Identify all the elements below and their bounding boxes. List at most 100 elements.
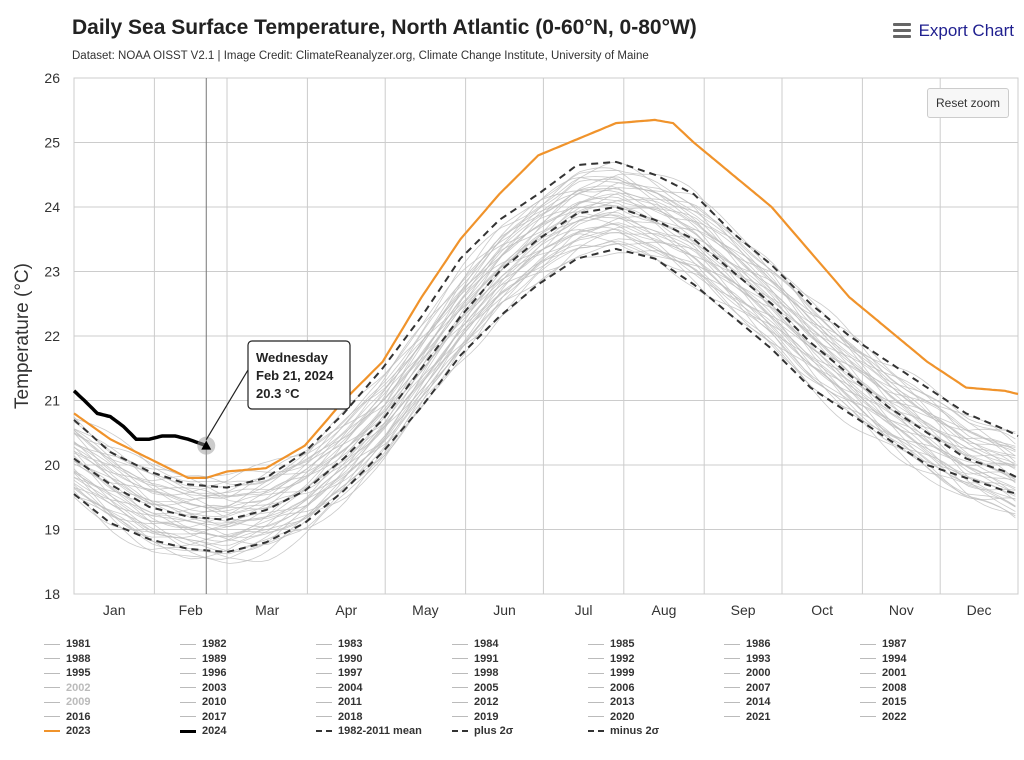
legend-item[interactable]: 2004 [316, 682, 362, 694]
legend-swatch [316, 672, 332, 674]
legend-label: 1993 [746, 652, 771, 665]
legend-swatch [316, 687, 332, 688]
historical-year-line [73, 161, 1016, 499]
hover-point-marker [201, 440, 212, 450]
historical-year-line [73, 193, 1016, 517]
legend-label: 2012 [474, 696, 499, 708]
historical-year-line [73, 201, 1016, 508]
legend-label: 1984 [474, 638, 499, 650]
legend-swatch [860, 672, 876, 674]
legend-swatch [452, 701, 468, 703]
legend-item[interactable]: 1981 [44, 638, 90, 650]
legend-item[interactable]: 1993 [724, 653, 770, 665]
legend-item[interactable]: 2022 [860, 711, 906, 723]
historical-year-line [73, 189, 1016, 516]
legend-item[interactable]: 1989 [180, 653, 226, 665]
legend-item[interactable]: 2010 [180, 696, 226, 708]
legend-item[interactable]: 1982 [180, 638, 226, 650]
legend-swatch [44, 716, 60, 717]
legend-item[interactable]: 2014 [724, 696, 770, 708]
legend-item[interactable]: 2009 [44, 696, 90, 708]
legend-item[interactable]: 2003 [180, 682, 226, 694]
legend-item[interactable]: 1984 [452, 638, 498, 650]
historical-year-line [73, 223, 1016, 542]
legend-item[interactable]: 1996 [180, 667, 226, 679]
legend-item[interactable]: 2011 [316, 696, 362, 708]
historical-year-line [73, 229, 1016, 528]
series-minus2sigma-line [73, 247, 1019, 554]
legend-swatch [44, 658, 60, 659]
legend-swatch [860, 716, 876, 717]
legend-item[interactable]: 2007 [724, 682, 770, 694]
legend-label: 1981 [66, 638, 91, 650]
legend-swatch [724, 658, 740, 659]
historical-year-line [73, 176, 1016, 496]
legend-item[interactable]: 1999 [588, 667, 634, 679]
legend-item[interactable]: 2005 [452, 682, 498, 694]
legend-label: 1996 [202, 667, 227, 679]
legend-item[interactable]: 1992 [588, 653, 634, 665]
legend-item[interactable]: 2008 [860, 682, 906, 694]
legend-swatch [860, 701, 876, 703]
legend-item[interactable]: 2021 [724, 711, 770, 723]
legend-item[interactable]: 2017 [180, 711, 226, 723]
legend-label: 2020 [610, 710, 635, 723]
historical-year-line [73, 205, 1016, 538]
y-tick-label: 23 [44, 264, 60, 280]
legend-item[interactable]: 2000 [724, 667, 770, 679]
legend-item[interactable]: 2001 [860, 667, 906, 679]
legend-label: 2013 [610, 696, 635, 708]
legend-label: minus 2σ [610, 725, 660, 737]
x-tick-label: Oct [811, 602, 833, 618]
legend-item[interactable]: 2023 [44, 725, 90, 737]
legend-label: 2018 [338, 710, 363, 723]
legend-label: 2006 [610, 681, 635, 694]
legend-swatch [316, 701, 332, 703]
legend-item[interactable]: 1987 [860, 638, 906, 650]
legend-item[interactable]: 2020 [588, 711, 634, 723]
legend-item[interactable]: 1990 [316, 653, 362, 665]
legend-item[interactable]: 1995 [44, 667, 90, 679]
historical-year-line [73, 250, 1016, 563]
legend-swatch [588, 716, 604, 717]
legend-item[interactable]: 2016 [44, 711, 90, 723]
export-chart-label: Export Chart [918, 20, 1014, 40]
legend-item[interactable]: 1983 [316, 638, 362, 650]
legend-item[interactable]: 2018 [316, 711, 362, 723]
legend-item[interactable]: 2015 [860, 696, 906, 708]
historical-year-line [73, 182, 1016, 514]
legend-label: 1982 [202, 638, 227, 650]
legend-item[interactable]: 1986 [724, 638, 770, 650]
legend-label: 2007 [746, 681, 771, 694]
legend-item[interactable]: plus 2σ [452, 725, 513, 737]
reset-zoom-button[interactable]: Reset zoom [927, 88, 1009, 118]
legend-item[interactable]: 1991 [452, 653, 498, 665]
legend-label: 2021 [746, 710, 771, 723]
legend-item[interactable]: 2002 [44, 682, 90, 694]
tooltip-connector [205, 369, 249, 440]
export-chart-button[interactable]: Export Chart [892, 20, 1014, 41]
legend-item[interactable]: 2024 [180, 725, 226, 737]
historical-year-line [73, 204, 1016, 530]
legend-item[interactable]: 1994 [860, 653, 906, 665]
legend-swatch [180, 643, 196, 645]
legend-item[interactable]: 2012 [452, 696, 498, 708]
legend-label: 1987 [882, 638, 907, 650]
y-tick-label: 25 [44, 135, 60, 151]
legend-item[interactable]: 1997 [316, 667, 362, 679]
legend-item[interactable]: 2019 [452, 711, 498, 723]
legend-label: 2016 [66, 710, 91, 723]
legend-label: 2023 [66, 725, 91, 737]
legend-item[interactable]: 1998 [452, 667, 498, 679]
legend-item[interactable]: 2006 [588, 682, 634, 694]
legend-item[interactable]: 1982-2011 mean [316, 725, 422, 737]
x-tick-label: May [412, 602, 438, 618]
legend-label: 2014 [746, 696, 771, 708]
legend-item[interactable]: minus 2σ [588, 725, 659, 737]
legend-item[interactable]: 1988 [44, 653, 90, 665]
legend-label: 1992 [610, 652, 635, 665]
y-tick-label: 19 [44, 522, 60, 538]
legend-item[interactable]: 1985 [588, 638, 634, 650]
y-axis-label: Temperature (°C) [12, 263, 33, 409]
legend-item[interactable]: 2013 [588, 696, 634, 708]
